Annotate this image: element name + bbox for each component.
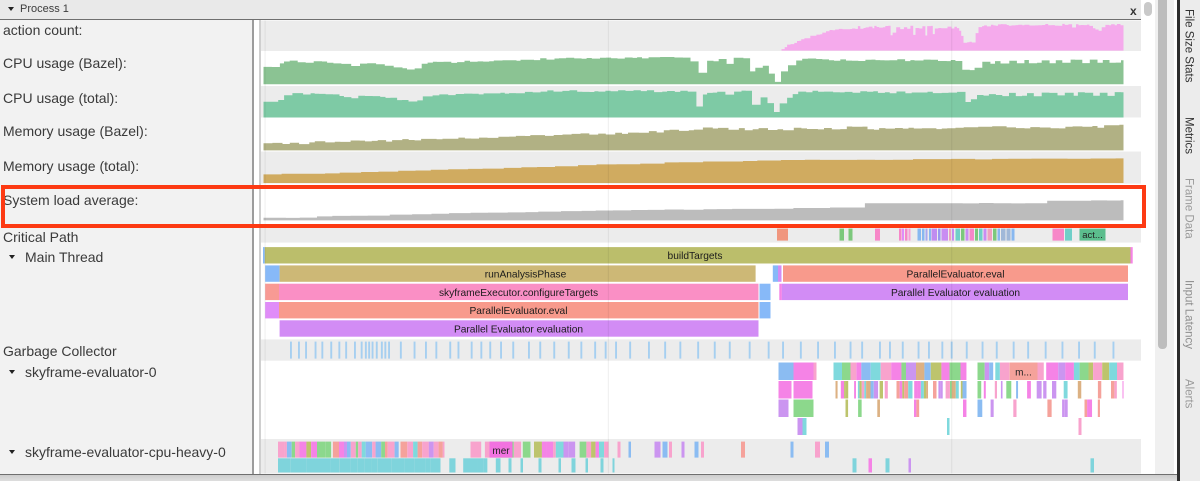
svg-text:m...: m... bbox=[1015, 368, 1032, 379]
svg-text:Parallel Evaluator evaluation: Parallel Evaluator evaluation bbox=[890, 288, 1019, 299]
svg-text:buildTargets: buildTargets bbox=[667, 251, 722, 262]
svg-text:mer: mer bbox=[492, 446, 510, 457]
svg-text:act...: act... bbox=[1082, 230, 1103, 241]
svg-text:skyframeExecutor.configureTarg: skyframeExecutor.configureTargets bbox=[438, 288, 597, 299]
svg-text:runAnalysisPhase: runAnalysisPhase bbox=[484, 270, 566, 281]
svg-text:Parallel Evaluator evaluation: Parallel Evaluator evaluation bbox=[453, 324, 582, 335]
svg-text:ParallelEvaluator.eval: ParallelEvaluator.eval bbox=[469, 306, 567, 317]
svg-text:ParallelEvaluator.eval: ParallelEvaluator.eval bbox=[906, 270, 1004, 281]
